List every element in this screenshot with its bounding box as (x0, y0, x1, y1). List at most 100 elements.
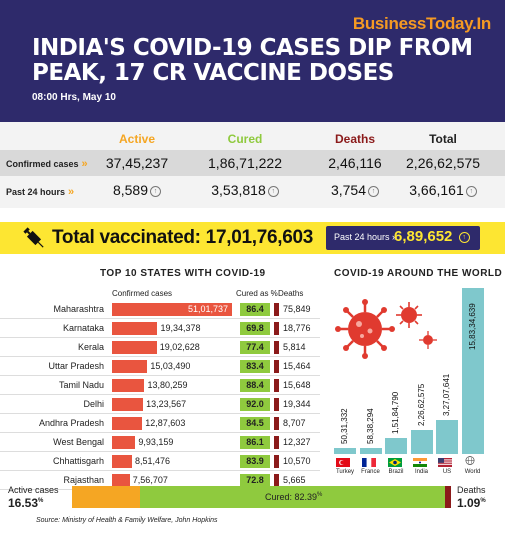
state-name: Rajasthan (63, 475, 104, 485)
confirmed-cured: 1,86,71,222 (208, 155, 282, 171)
brand-logo: BusinessToday.In (352, 14, 491, 33)
state-deaths-value: 15,464 (283, 361, 311, 371)
last24-active: 8,589 ↑ (82, 182, 192, 198)
state-deaths-value: 12,327 (283, 437, 311, 447)
state-row: Tamil Nadu 13,80,259 88.4 15,648 (0, 376, 320, 395)
state-name: West Bengal (53, 437, 104, 447)
world-bar-value: 15,83,34,639 (467, 303, 477, 350)
turkey-flag-icon (336, 458, 350, 467)
world-country-label: US (442, 469, 452, 475)
state-name: Maharashtra (53, 304, 104, 314)
state-deaths-marker (274, 360, 279, 373)
virus-icon (396, 302, 422, 328)
active-segment (72, 486, 140, 508)
timestamp: 08:00 Hrs, May 10 (32, 92, 116, 103)
state-name: Karnataka (62, 323, 104, 333)
state-deaths-marker (274, 455, 279, 468)
state-row: Karnataka 19,34,378 69.8 18,776 (0, 319, 320, 338)
col-total-header: Total (429, 132, 457, 146)
deaths-segment (445, 486, 451, 508)
arrow-up-icon: ↑ (150, 186, 162, 197)
arrow-up-icon: ↑ (368, 186, 380, 197)
france-flag-icon (362, 458, 376, 467)
state-confirmed-bar (112, 436, 136, 449)
state-deaths-value: 75,849 (283, 304, 311, 314)
state-row: Maharashtra 51,01,737 86.4 75,849 (0, 300, 320, 319)
state-confirmed-value: 7,56,707 (132, 475, 168, 485)
arrow-up-icon: ↑ (458, 232, 470, 243)
state-confirmed-bar (112, 322, 158, 335)
state-cured-pct: 77.4 (240, 341, 270, 354)
state-cured-pct: 86.1 (240, 436, 270, 449)
virus-icon (419, 331, 437, 349)
world-bar (436, 419, 458, 454)
state-confirmed-value: 13,23,567 (146, 399, 187, 409)
world-bar (410, 430, 433, 454)
confirmed-deaths: 2,46,116 (328, 155, 382, 171)
state-deaths-marker (274, 303, 279, 316)
header-banner: BusinessToday.In INDIA'S COVID-19 CASES … (0, 0, 505, 122)
state-confirmed-bar (112, 417, 143, 430)
state-confirmed-bar (112, 455, 133, 468)
last24-row-label: Past 24 hours» (6, 186, 75, 198)
state-name: Uttar Pradesh (48, 361, 104, 371)
confirmed-row-label: Confirmed cases» (6, 158, 88, 170)
col-cured-header: Cured (227, 132, 263, 146)
state-confirmed-value: 19,34,378 (160, 323, 201, 333)
state-cured-pct: 86.4 (240, 303, 270, 316)
confirmed-row-bg (0, 150, 505, 176)
state-cured-pct: 83.9 (240, 455, 270, 468)
state-cured-pct: 72.8 (240, 474, 270, 487)
state-cured-pct: 92.0 (240, 398, 270, 411)
last24-deaths: 3,754 ↑ (300, 182, 410, 198)
us-flag-icon (438, 458, 452, 467)
state-confirmed-value: 12,87,603 (145, 418, 186, 428)
source-note: Source: Ministry of Health & Family Welf… (36, 517, 218, 524)
state-cured-pct: 84.5 (240, 417, 270, 430)
state-confirmed-value: 19,02,628 (159, 342, 200, 352)
state-confirmed-value: 51,01,737 (188, 304, 229, 314)
state-deaths-marker (274, 379, 279, 392)
world-bar (334, 448, 356, 454)
state-name: Tamil Nadu (58, 380, 104, 390)
state-row: West Bengal 9,93,159 86.1 12,327 (0, 433, 320, 452)
vaccinated-past24-box: Past 24 hours » 6,89,652 ↑ (326, 226, 480, 250)
brazil-flag-icon (388, 458, 402, 467)
deaths-pct-label: Deaths 1.09% (457, 485, 486, 510)
state-confirmed-bar (112, 398, 144, 411)
world-bar (385, 438, 407, 454)
state-confirmed-value: 9,93,159 (138, 437, 174, 447)
col-confirmed-cases: Confirmed cases (112, 289, 173, 298)
state-name: Kerala (77, 342, 104, 352)
state-row: Chhattisgarh 8,51,476 83.9 10,570 (0, 452, 320, 471)
cured-label: Cured: 82.39% (265, 492, 323, 502)
world-country-label: World (464, 469, 481, 475)
state-name: Andhra Pradesh (38, 418, 104, 428)
col-deaths-header: Deaths (334, 132, 375, 146)
summary-panel: Active Cured Deaths Total Confirmed case… (0, 122, 505, 208)
outcome-bar: Active cases 16.53% Cured: 82.39% Deaths… (0, 484, 505, 510)
world-bar (359, 447, 382, 454)
page-title: INDIA'S COVID-19 CASES DIP FROM PEAK, 17… (32, 35, 473, 86)
active-cases-label: Active cases 16.53% (8, 485, 59, 510)
last24-cured: 3,53,818 ↑ (190, 182, 300, 198)
state-confirmed-bar (112, 303, 232, 316)
globe-icon (465, 456, 475, 465)
state-name: Delhi (83, 399, 104, 409)
state-deaths-value: 15,648 (283, 380, 311, 390)
state-confirmed-bar (112, 379, 145, 392)
state-confirmed-value: 15,03,490 (150, 361, 191, 371)
world-country-label: France (361, 469, 380, 475)
world-country-label: India (414, 469, 428, 475)
vaccinated-past24-label: Past 24 hours » (334, 232, 398, 242)
vaccinated-past24-value: 6,89,652 ↑ (394, 228, 470, 245)
state-deaths-marker (274, 436, 279, 449)
virus-icon (335, 299, 395, 359)
col-deaths: Deaths (278, 289, 304, 298)
state-name: Chhattisgarh (52, 456, 104, 466)
world-country-label: Brazil (388, 469, 404, 475)
state-deaths-marker (274, 474, 279, 487)
state-cured-pct: 88.4 (240, 379, 270, 392)
state-deaths-value: 5,665 (283, 475, 306, 485)
state-deaths-marker (274, 417, 279, 430)
